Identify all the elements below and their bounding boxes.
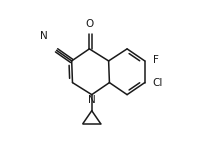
Text: N: N bbox=[40, 31, 48, 41]
Text: F: F bbox=[153, 55, 159, 65]
Text: N: N bbox=[88, 95, 96, 105]
Text: O: O bbox=[85, 19, 94, 29]
Text: Cl: Cl bbox=[152, 78, 162, 88]
